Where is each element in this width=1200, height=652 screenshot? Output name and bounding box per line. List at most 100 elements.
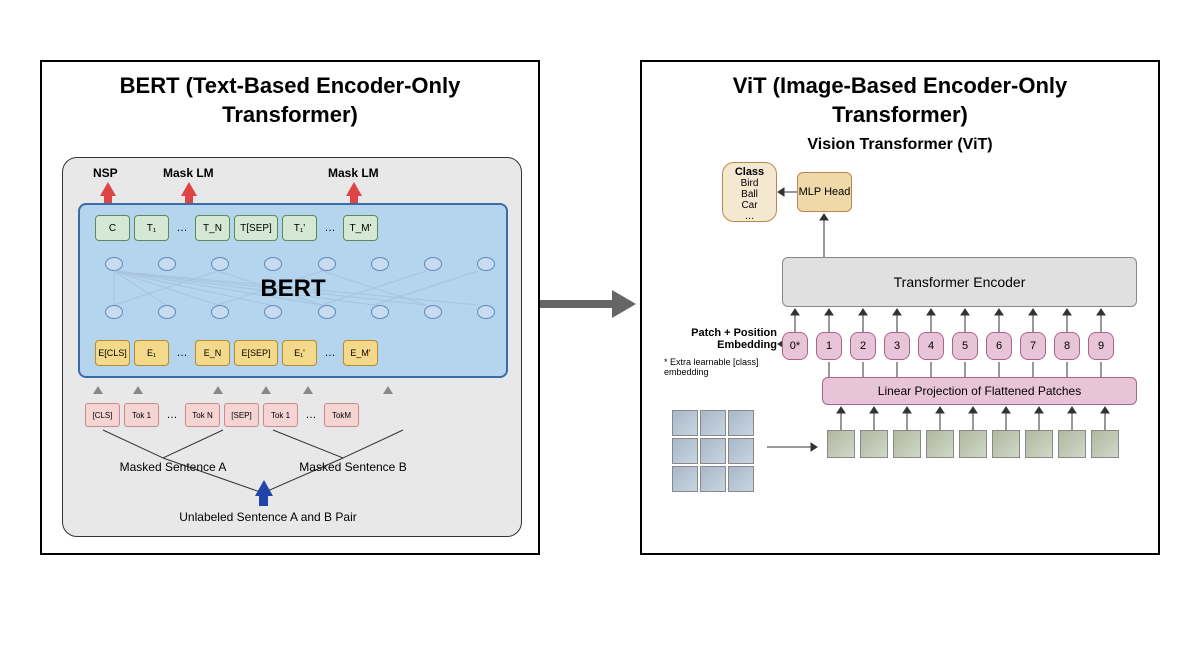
patch-tile xyxy=(700,466,726,492)
output-row: C T₁ … T_N T[SEP] T₁' … T_M' xyxy=(95,215,495,241)
tok-1b: Tok 1 xyxy=(263,403,298,427)
patch-tile xyxy=(672,438,698,464)
patch-tile xyxy=(672,410,698,436)
circ xyxy=(424,305,442,319)
pos-4: 4 xyxy=(918,332,944,360)
patch-tile xyxy=(728,438,754,464)
e-mp: E_M' xyxy=(343,340,378,366)
patch-tile xyxy=(700,438,726,464)
circle-row-bot xyxy=(105,305,495,319)
out-C: C xyxy=(95,215,130,241)
pair-arrow xyxy=(255,480,273,496)
pos-3: 3 xyxy=(884,332,910,360)
vit-area: Class Bird Ball Car … MLP Head xyxy=(652,162,1152,552)
pos-6: 6 xyxy=(986,332,1012,360)
circ xyxy=(105,257,123,271)
circ xyxy=(371,257,389,271)
main-arrow-line xyxy=(540,300,615,308)
tok-1: Tok 1 xyxy=(124,403,159,427)
sentence-a: Masked Sentence A xyxy=(113,460,233,474)
circ xyxy=(211,305,229,319)
patch-tile xyxy=(992,430,1020,458)
circ xyxy=(211,257,229,271)
linear-projection: Linear Projection of Flattened Patches xyxy=(822,377,1137,405)
tok-arrow xyxy=(133,386,143,394)
out-TSEP: T[SEP] xyxy=(234,215,278,241)
mlp-head: MLP Head xyxy=(797,172,852,212)
out-TMp: T_M' xyxy=(343,215,378,241)
masklm1-label: Mask LM xyxy=(163,166,214,180)
class-box: Class Bird Ball Car … xyxy=(722,162,777,222)
pos-5: 5 xyxy=(952,332,978,360)
circ xyxy=(158,257,176,271)
bert-title: BERT (Text-Based Encoder-Only Transforme… xyxy=(42,62,538,134)
class-title: Class xyxy=(726,166,773,178)
vit-title: ViT (Image-Based Encoder-Only Transforme… xyxy=(642,62,1158,134)
e-1p: E₁' xyxy=(282,340,317,366)
tok-cls: [CLS] xyxy=(85,403,120,427)
arrow-mlm1 xyxy=(181,182,197,196)
arrow-nsp xyxy=(100,182,116,196)
tok-dots1: … xyxy=(163,409,181,421)
patch-tile xyxy=(1025,430,1053,458)
patch-tile xyxy=(893,430,921,458)
e-dots2: … xyxy=(321,347,339,359)
patch-tile xyxy=(827,430,855,458)
circ xyxy=(264,305,282,319)
out-T1: T₁ xyxy=(134,215,169,241)
patch-tile xyxy=(1091,430,1119,458)
nsp-label: NSP xyxy=(93,166,118,180)
circ xyxy=(105,305,123,319)
vit-panel: ViT (Image-Based Encoder-Only Transforme… xyxy=(640,60,1160,555)
out-dots2: … xyxy=(321,222,339,234)
main-arrow-head xyxy=(612,290,636,318)
pos-7: 7 xyxy=(1020,332,1046,360)
tok-arrow xyxy=(261,386,271,394)
e-1: E₁ xyxy=(134,340,169,366)
main-arrow xyxy=(540,280,640,330)
patch-tile xyxy=(959,430,987,458)
pair-arrow-stem xyxy=(259,495,268,506)
out-T1p: T₁' xyxy=(282,215,317,241)
class-items: Bird Ball Car … xyxy=(726,178,773,222)
tok-arrow xyxy=(303,386,313,394)
circ xyxy=(424,257,442,271)
patch-tile xyxy=(700,410,726,436)
pair-label: Unlabeled Sentence A and B Pair xyxy=(143,510,393,524)
patch-tile xyxy=(1058,430,1086,458)
patch-tile xyxy=(860,430,888,458)
e-n: E_N xyxy=(195,340,230,366)
bert-panel: BERT (Text-Based Encoder-Only Transforme… xyxy=(40,60,540,555)
pos-9: 9 xyxy=(1088,332,1114,360)
circ xyxy=(318,305,336,319)
tok-arrow xyxy=(213,386,223,394)
out-TN: T_N xyxy=(195,215,230,241)
circ xyxy=(371,305,389,319)
circ xyxy=(264,257,282,271)
pos-embed-label: Patch + Position Embedding xyxy=(652,327,777,351)
tok-m: TokM xyxy=(324,403,359,427)
patch-tile xyxy=(672,466,698,492)
patch-tile xyxy=(728,466,754,492)
patch-row xyxy=(827,430,1137,458)
masklm2-label: Mask LM xyxy=(328,166,379,180)
circ xyxy=(318,257,336,271)
tok-dots2: … xyxy=(302,409,320,421)
transformer-encoder: Transformer Encoder xyxy=(782,257,1137,307)
pos-1: 1 xyxy=(816,332,842,360)
circ xyxy=(158,305,176,319)
patch-tile xyxy=(728,410,754,436)
vit-subtitle: Vision Transformer (ViT) xyxy=(642,136,1158,154)
pos-8: 8 xyxy=(1054,332,1080,360)
pos-2: 2 xyxy=(850,332,876,360)
tok-arrow xyxy=(383,386,393,394)
tok-n: Tok N xyxy=(185,403,220,427)
bert-inner: NSP Mask LM Mask LM C T₁ … T_N T[SEP] T₁… xyxy=(62,157,522,537)
tok-sep: [SEP] xyxy=(224,403,259,427)
sentence-b: Masked Sentence B xyxy=(293,460,413,474)
pos-0: 0* xyxy=(782,332,808,360)
token-row: [CLS] Tok 1 … Tok N [SEP] Tok 1 … TokM xyxy=(85,403,505,427)
pos-row: 0* 1 2 3 4 5 6 7 8 9 xyxy=(782,332,1142,360)
e-cls: E[CLS] xyxy=(95,340,130,366)
e-sep: E[SEP] xyxy=(234,340,278,366)
